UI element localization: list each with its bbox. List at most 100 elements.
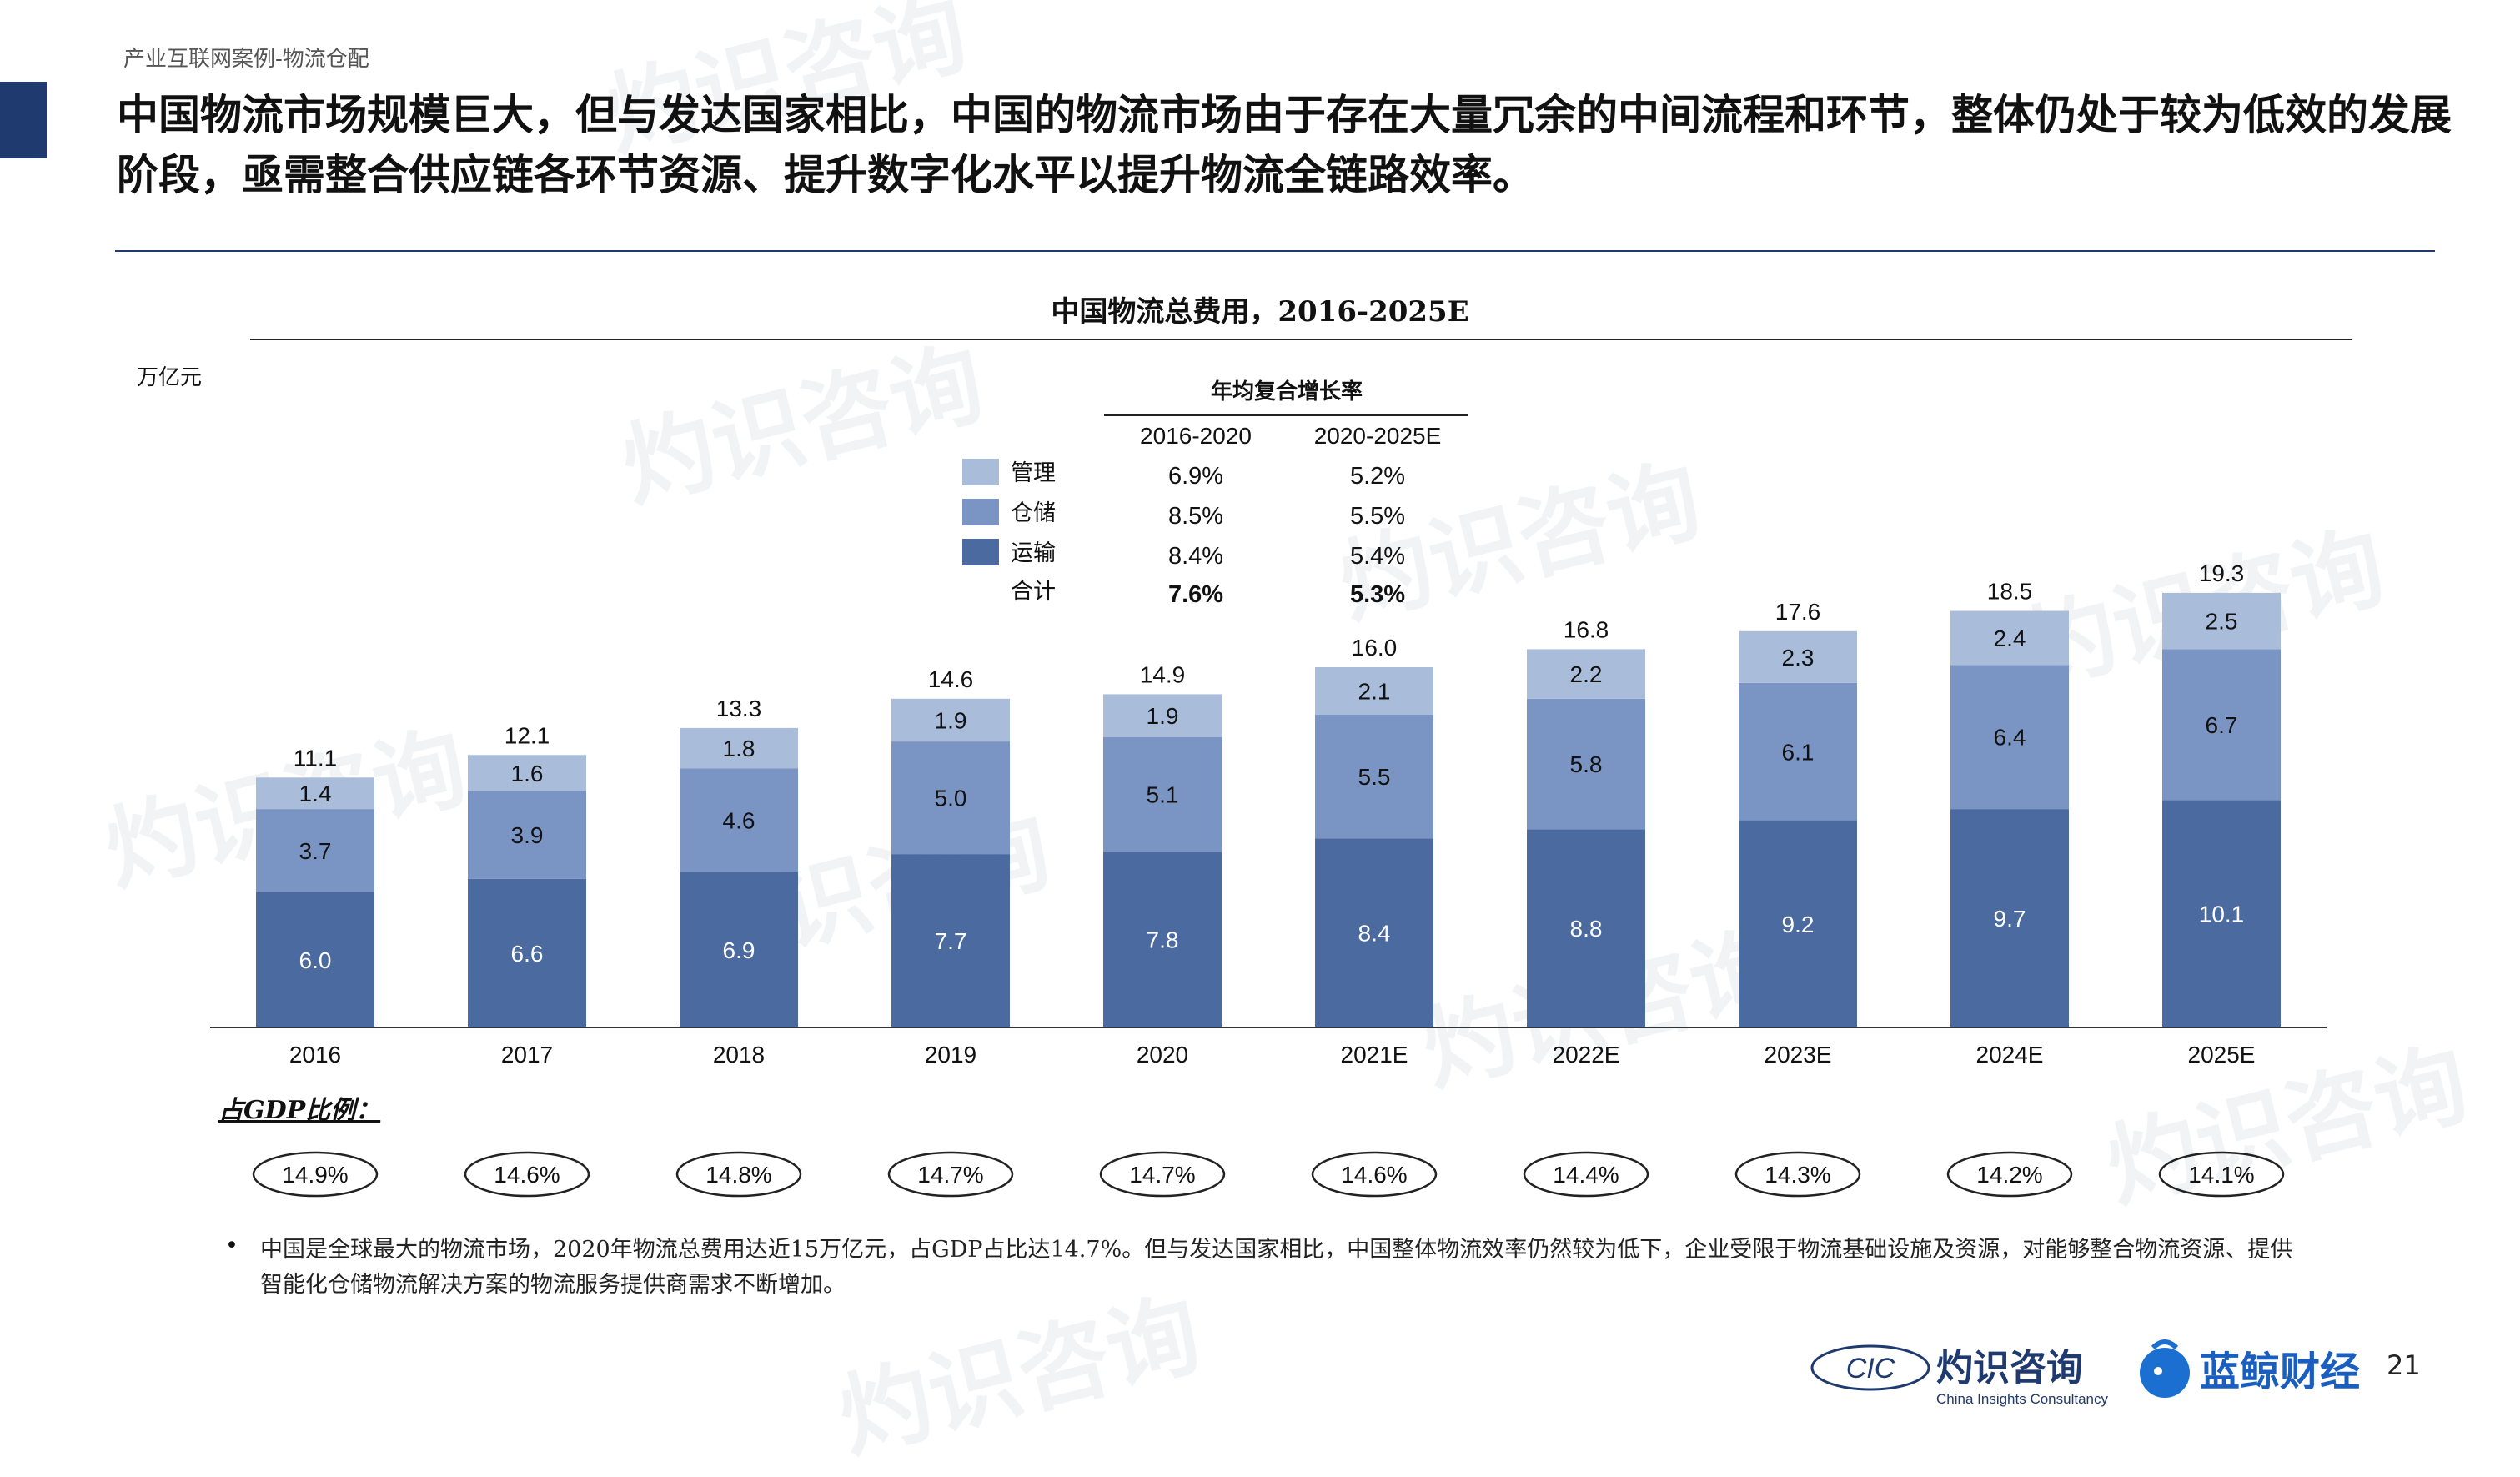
- cagr-column-header: 2020-2025E: [1314, 423, 1442, 449]
- page-headline: 中国物流市场规模巨大，但与发达国家相比，中国的物流市场由于存在大量冗余的中间流程…: [117, 90, 2452, 199]
- x-tick-label: 2024E: [1976, 1042, 2044, 1068]
- bar-segment-运输: [1315, 838, 1433, 1027]
- bar-segment-运输: [891, 854, 1010, 1027]
- gdp-share-value: 14.1%: [2188, 1162, 2254, 1188]
- page-number: 21: [2387, 1349, 2421, 1381]
- gdp-share-badge: [2158, 1151, 2285, 1198]
- gdp-share-badge: [1946, 1151, 2073, 1198]
- legend-swatch-管理: [962, 459, 999, 485]
- segment-label: 6.0: [299, 947, 332, 973]
- bar-segment-仓储: [468, 791, 586, 879]
- total-label: 13.3: [716, 696, 762, 721]
- x-tick-label: 2025E: [2188, 1042, 2256, 1068]
- segment-label: 1.8: [723, 736, 755, 761]
- cagr-value: 5.2%: [1350, 463, 1405, 490]
- bar-segment-管理: [1950, 610, 2069, 666]
- bar-segment-管理: [2162, 592, 2281, 650]
- x-tick-label: 2022E: [1553, 1042, 1620, 1068]
- bar-segment-运输: [256, 892, 374, 1027]
- legend-label: 仓储: [1011, 500, 1056, 525]
- total-label: 14.9: [1140, 661, 1186, 687]
- gdp-share-badge: [1311, 1151, 1438, 1198]
- divider: [115, 250, 2435, 252]
- segment-label: 1.9: [1147, 703, 1179, 729]
- cagr-value: 8.5%: [1168, 503, 1223, 530]
- bar-segment-仓储: [1527, 698, 1645, 830]
- note-bullet: •: [225, 1233, 238, 1258]
- cagr-value: 5.4%: [1350, 543, 1405, 570]
- partner-logo: 蓝鲸财经: [2135, 1334, 2360, 1401]
- bar-segment-管理: [1527, 649, 1645, 699]
- bar-segment-仓储: [256, 809, 374, 892]
- bar-segment-管理: [1103, 694, 1222, 737]
- segment-label: 10.1: [2199, 902, 2245, 927]
- gdp-share-value: 14.3%: [1765, 1162, 1830, 1188]
- cagr-value: 5.3%: [1350, 581, 1405, 608]
- total-label: 16.8: [1564, 616, 1609, 642]
- cic-name: 灼识咨询 China Insights Consultancy: [1936, 1338, 2108, 1408]
- total-label: 14.6: [928, 666, 974, 692]
- gdp-share-badge: [1099, 1151, 1226, 1198]
- x-tick-label: 2020: [1137, 1042, 1188, 1068]
- cagr-value: 5.5%: [1350, 503, 1405, 530]
- gdp-share-badge: [887, 1151, 1014, 1198]
- gdp-share-badge: [675, 1151, 802, 1198]
- bar-segment-运输: [1527, 829, 1645, 1027]
- segment-label: 2.4: [1994, 625, 2026, 651]
- bar-segment-管理: [1739, 630, 1857, 683]
- bar-segment-运输: [468, 878, 586, 1027]
- bar-segment-运输: [1950, 809, 2069, 1027]
- breadcrumb: 产业互联网案例-物流仓配: [123, 47, 369, 72]
- segment-label: 4.6: [723, 808, 755, 834]
- segment-label: 6.1: [1782, 739, 1815, 765]
- segment-label: 2.1: [1358, 678, 1391, 704]
- segment-label: 1.4: [299, 781, 332, 806]
- stacked-bar-chart: 6.0 3.7 1.4 11.1 2016 14.9% 6.6 3.9 1.6 12.1 2017 1…: [210, 379, 2327, 1198]
- chart-title: 中国物流总费用，2016-2025E: [1051, 295, 1469, 329]
- total-label: 17.6: [1775, 599, 1821, 625]
- cagr-table-title: 年均复合增长率: [1211, 379, 1363, 404]
- divider: [250, 339, 2352, 340]
- gdp-share-label: 占GDP比例：: [218, 1096, 381, 1125]
- gdp-share-value: 14.6%: [494, 1162, 560, 1188]
- bar-segment-管理: [256, 777, 374, 810]
- note-text: 中国是全球最大的物流市场，2020年物流总费用达近15万亿元，占GDP占比达14…: [260, 1237, 2293, 1298]
- segment-label: 6.6: [511, 941, 544, 967]
- bar-segment-管理: [468, 755, 586, 791]
- segment-label: 8.4: [1358, 921, 1391, 947]
- segment-label: 5.1: [1147, 782, 1179, 808]
- total-label: 18.5: [1987, 579, 2033, 605]
- bar-segment-仓储: [1950, 665, 2069, 810]
- unit-label: 万亿元: [137, 365, 203, 390]
- cic-name-en: China Insights Consultancy: [1936, 1391, 2109, 1407]
- gdp-share-badge: [252, 1151, 379, 1198]
- bar-segment-管理: [891, 698, 1010, 742]
- legend-label: 运输: [1011, 540, 1056, 565]
- cagr-column-header: 2016-2020: [1140, 423, 1252, 449]
- segment-label: 2.3: [1782, 645, 1815, 671]
- segment-label: 9.7: [1994, 906, 2026, 932]
- bar-segment-仓储: [2162, 649, 2281, 801]
- accent-bar: [0, 82, 47, 158]
- bar-segment-仓储: [680, 768, 798, 872]
- segment-label: 5.5: [1358, 764, 1391, 790]
- partner-name: 蓝鲸财经: [2200, 1349, 2361, 1395]
- cagr-value: 7.6%: [1168, 581, 1223, 608]
- segment-label: 5.8: [1570, 751, 1603, 777]
- bar-segment-运输: [1739, 820, 1857, 1027]
- segment-label: 6.7: [2206, 712, 2238, 738]
- segment-label: 5.0: [935, 786, 967, 811]
- segment-label: 9.2: [1782, 912, 1815, 937]
- gdp-share-value: 14.2%: [1976, 1162, 2042, 1188]
- segment-label: 7.8: [1147, 927, 1179, 953]
- cic-logo-mark-icon: CIC: [1810, 1344, 1930, 1391]
- x-tick-label: 2021E: [1341, 1042, 1408, 1068]
- segment-label: 1.6: [511, 761, 544, 786]
- bar-segment-运输: [2162, 800, 2281, 1027]
- x-tick-label: 2017: [501, 1042, 553, 1068]
- segment-label: 3.7: [299, 838, 332, 864]
- bar-segment-运输: [1103, 852, 1222, 1027]
- segment-label: 1.9: [935, 707, 967, 733]
- x-tick-label: 2016: [289, 1042, 341, 1068]
- segment-label: 6.4: [1994, 725, 2026, 751]
